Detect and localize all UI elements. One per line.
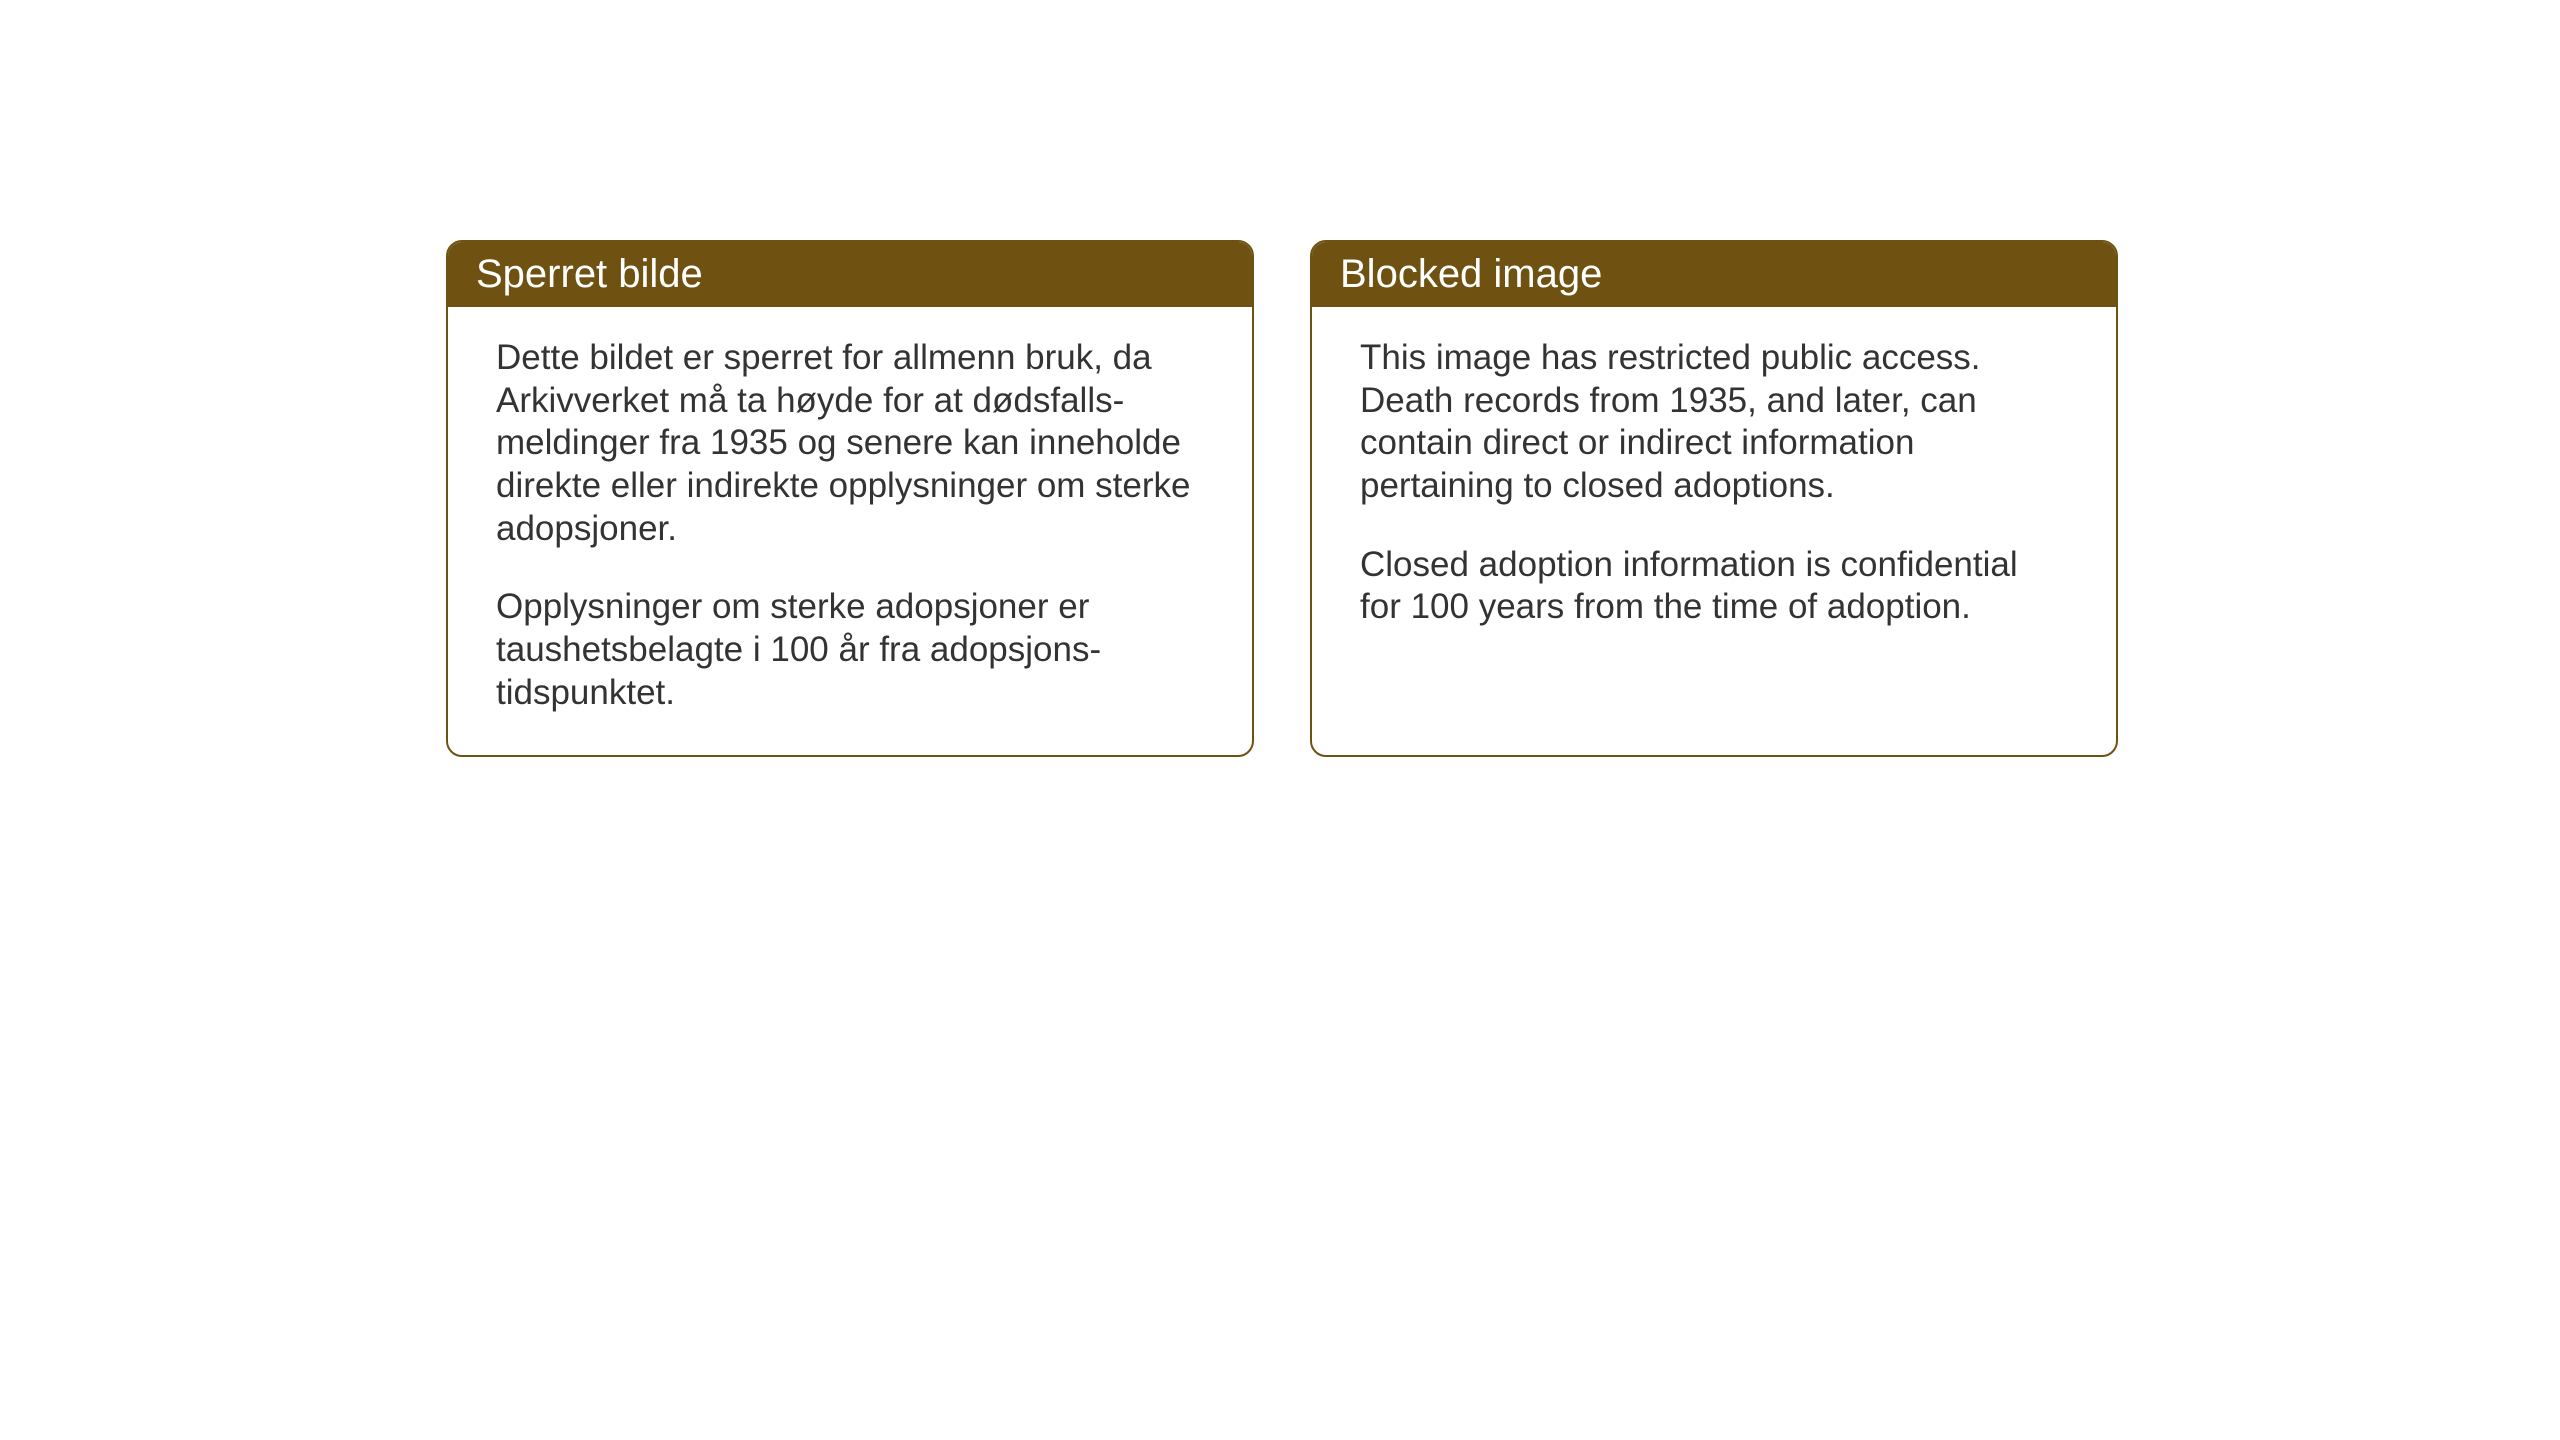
- notice-card-norwegian: Sperret bilde Dette bildet er sperret fo…: [446, 240, 1254, 757]
- card-header-english: Blocked image: [1312, 242, 2116, 307]
- notice-paragraph-1-norwegian: Dette bildet er sperret for allmenn bruk…: [496, 337, 1204, 550]
- card-body-norwegian: Dette bildet er sperret for allmenn bruk…: [448, 307, 1252, 755]
- card-header-norwegian: Sperret bilde: [448, 242, 1252, 307]
- card-title-norwegian: Sperret bilde: [476, 252, 703, 296]
- notice-paragraph-2-norwegian: Opplysninger om sterke adopsjoner er tau…: [496, 586, 1204, 714]
- notice-paragraph-1-english: This image has restricted public access.…: [1360, 337, 2068, 508]
- card-title-english: Blocked image: [1340, 252, 1602, 296]
- notice-paragraph-2-english: Closed adoption information is confident…: [1360, 544, 2068, 629]
- card-body-english: This image has restricted public access.…: [1312, 307, 2116, 751]
- notice-container: Sperret bilde Dette bildet er sperret fo…: [446, 240, 2118, 757]
- notice-card-english: Blocked image This image has restricted …: [1310, 240, 2118, 757]
